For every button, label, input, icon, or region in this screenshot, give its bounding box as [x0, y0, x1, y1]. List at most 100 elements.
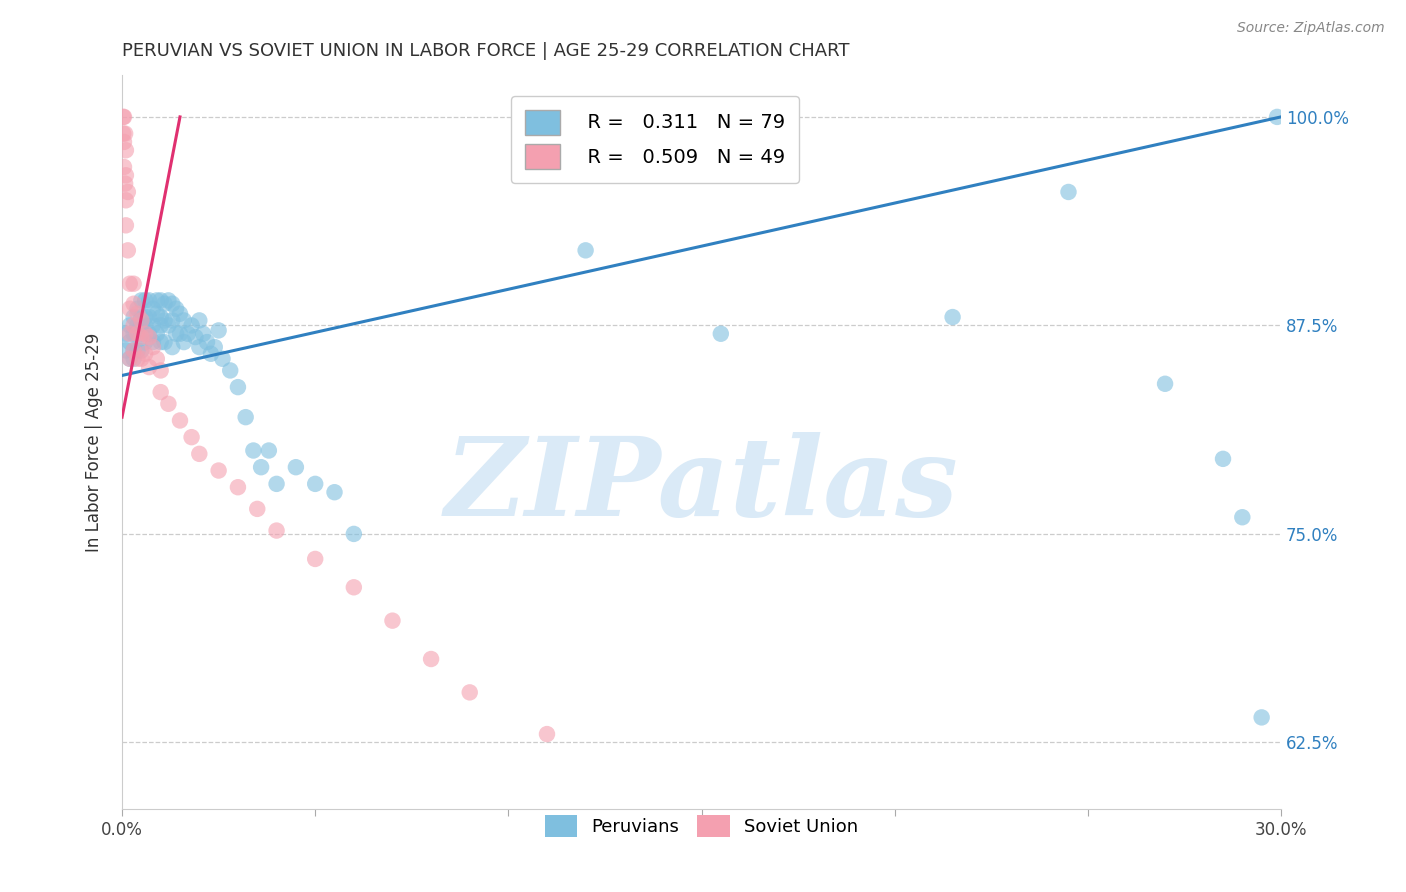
Point [122, 277, 145, 291]
Point [323, 485, 346, 500]
Text: PERUVIAN VS SOVIET UNION IN LABOR FORCE | AGE 25-29 CORRELATION CHART: PERUVIAN VS SOVIET UNION IN LABOR FORCE … [122, 42, 849, 60]
Point [122, 343, 145, 358]
Point [226, 380, 249, 394]
Point [131, 318, 153, 333]
Point [118, 301, 141, 316]
Point [146, 326, 169, 341]
Point [575, 244, 598, 258]
Point [1232, 510, 1254, 524]
Point [142, 318, 165, 333]
Point [122, 296, 145, 310]
Point [173, 335, 195, 350]
Point [1250, 710, 1272, 724]
Point [127, 318, 149, 333]
Point [118, 335, 141, 350]
Point [200, 347, 222, 361]
Point [1265, 110, 1288, 124]
Point [153, 296, 176, 310]
Point [115, 326, 138, 341]
Point [117, 244, 139, 258]
Point [381, 614, 404, 628]
Point [131, 343, 153, 358]
Point [235, 410, 257, 425]
Point [122, 343, 145, 358]
Point [211, 351, 233, 366]
Point [165, 301, 187, 316]
Point [157, 293, 180, 308]
Point [284, 460, 307, 475]
Point [134, 318, 156, 333]
Point [250, 460, 273, 475]
Point [134, 310, 156, 324]
Point [142, 335, 165, 350]
Point [165, 326, 187, 341]
Point [149, 293, 172, 308]
Point [118, 351, 141, 366]
Point [180, 318, 202, 333]
Point [536, 727, 558, 741]
Point [118, 318, 141, 333]
Point [184, 330, 207, 344]
Point [146, 293, 169, 308]
Point [157, 318, 180, 333]
Point [162, 296, 184, 310]
Text: Source: ZipAtlas.com: Source: ZipAtlas.com [1237, 21, 1385, 35]
Point [134, 347, 156, 361]
Point [188, 447, 211, 461]
Point [257, 443, 280, 458]
Point [134, 293, 156, 308]
Point [114, 127, 136, 141]
Point [162, 313, 184, 327]
Point [146, 351, 169, 366]
Point [146, 307, 169, 321]
Point [246, 502, 269, 516]
Point [242, 443, 264, 458]
Point [115, 169, 138, 183]
Point [138, 310, 160, 324]
Point [1057, 185, 1080, 199]
Point [142, 340, 165, 354]
Point [138, 293, 160, 308]
Point [127, 307, 149, 321]
Point [157, 397, 180, 411]
Point [420, 652, 443, 666]
Point [112, 127, 135, 141]
Point [127, 326, 149, 341]
Point [122, 310, 145, 324]
Point [710, 326, 733, 341]
Point [127, 351, 149, 366]
Point [942, 310, 965, 324]
Point [207, 323, 229, 337]
Point [188, 340, 211, 354]
Point [193, 326, 215, 341]
Point [188, 313, 211, 327]
Point [122, 351, 145, 366]
Point [177, 326, 200, 341]
Point [134, 335, 156, 350]
Point [162, 340, 184, 354]
Point [207, 463, 229, 477]
Point [118, 351, 141, 366]
Point [343, 527, 366, 541]
Point [138, 360, 160, 375]
Point [131, 326, 153, 341]
Point [304, 552, 326, 566]
Point [118, 326, 141, 341]
Point [115, 219, 138, 233]
Point [169, 326, 191, 341]
Point [343, 580, 366, 594]
Point [134, 326, 156, 341]
Point [149, 310, 172, 324]
Point [115, 194, 138, 208]
Point [122, 326, 145, 341]
Point [169, 413, 191, 427]
Point [266, 476, 288, 491]
Point [169, 307, 191, 321]
Point [149, 363, 172, 377]
Point [138, 326, 160, 341]
Point [153, 335, 176, 350]
Point [266, 524, 288, 538]
Point [127, 301, 149, 316]
Point [118, 277, 141, 291]
Point [142, 301, 165, 316]
